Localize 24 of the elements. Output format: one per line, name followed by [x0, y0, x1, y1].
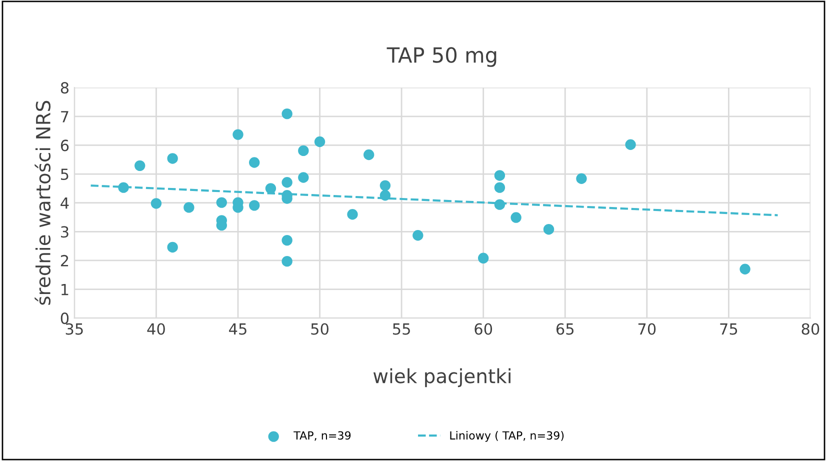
x-tick-label: 80: [802, 323, 820, 335]
x-tick-label: 35: [66, 323, 83, 335]
y-tick-label: 1: [62, 284, 68, 296]
x-tick-label: 60: [474, 323, 492, 335]
y-tick-label: 8: [60, 82, 69, 94]
y-tick-label: 4: [60, 198, 69, 209]
x-tick-label: 45: [229, 323, 246, 335]
x-tick-label: 70: [638, 323, 656, 335]
y-tick-label: 5: [61, 168, 68, 180]
x-axis-title: wiek pacjentki: [373, 368, 510, 388]
x-tick-label: 55: [393, 323, 410, 335]
legend-label: Liniowy ( TAP, n=39): [450, 431, 564, 442]
y-tick-label: 7: [61, 111, 68, 122]
x-tick-label: 40: [147, 323, 165, 335]
y-tick-label: 0: [60, 312, 69, 324]
y-tick-label: 2: [60, 254, 68, 266]
y-tick-label: 3: [61, 226, 68, 238]
x-tick-label: 75: [720, 323, 738, 335]
x-tick-label: 65: [556, 323, 574, 335]
x-tick-label: 50: [311, 323, 328, 335]
chart-title: TAP 50 mg: [386, 47, 496, 67]
legend-label: TAP, n=39: [294, 431, 351, 441]
y-axis-title: średnie wartości NRS: [34, 100, 51, 305]
y-tick-label: 6: [60, 140, 69, 152]
